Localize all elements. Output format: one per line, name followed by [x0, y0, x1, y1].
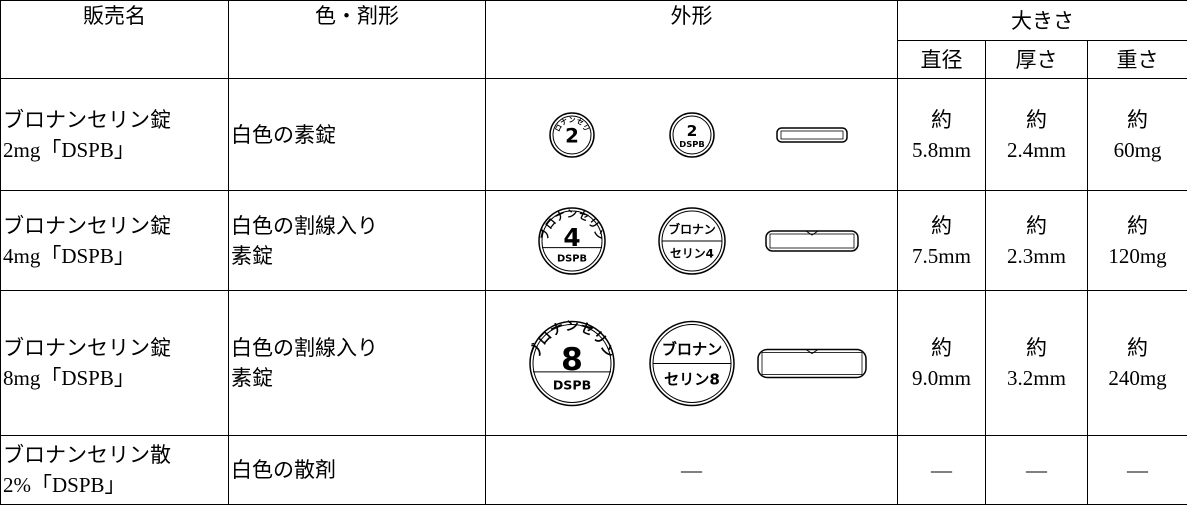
cell-line: 約	[988, 211, 1085, 241]
cell-line: 約	[988, 105, 1085, 135]
cell-line: 8mg「DSPB」	[3, 363, 226, 393]
cell-line: 2mg「DSPB」	[3, 135, 226, 165]
cell: 白色の割線入り素錠	[229, 291, 486, 436]
cell-line: ブロナンセリン錠	[3, 333, 226, 363]
cell-line: 約	[1090, 211, 1185, 241]
cell-line: 約	[900, 333, 983, 363]
cell: —	[898, 436, 986, 505]
imprint-text: セリン8	[664, 370, 720, 388]
cell-line: 60mg	[1090, 135, 1185, 165]
cell-line: 2.4mm	[988, 135, 1085, 165]
cell-text: —	[900, 455, 983, 485]
tablet-images: ブロナンセリン22DSPB	[492, 80, 892, 190]
header-cell: 販売名	[1, 1, 229, 79]
imprint-text: ブロナン	[668, 222, 716, 236]
table-row: ブロナンセリン錠2mg「DSPB」白色の素錠ブロナンセリン22DSPB約5.8m…	[1, 79, 1187, 191]
cell-line: 素錠	[231, 241, 483, 271]
header-cell: 外形	[486, 1, 898, 79]
cell-line: 2%「DSPB」	[3, 470, 226, 500]
cell-line: 120mg	[1090, 241, 1185, 271]
imprint-number: 2	[565, 124, 579, 147]
tablet-side	[777, 128, 847, 142]
header-cell: 厚さ	[986, 41, 1088, 79]
cell-line: 白色の散剤	[231, 455, 483, 485]
appearance-cell: ブロナンセリン22DSPB	[486, 79, 898, 191]
cell: —	[1088, 436, 1187, 505]
imprint-number: 8	[561, 341, 583, 377]
header-cell: 大きさ	[898, 1, 1187, 41]
imprint-text: DSPB	[552, 377, 590, 392]
table-body: ブロナンセリン錠2mg「DSPB」白色の素錠ブロナンセリン22DSPB約5.8m…	[1, 79, 1187, 505]
cell-line: 約	[900, 211, 983, 241]
cell-line: 3.2mm	[988, 363, 1085, 393]
cell: 白色の割線入り素錠	[229, 191, 486, 291]
cell: —	[986, 436, 1088, 505]
cell-line: ブロナンセリン錠	[3, 105, 226, 135]
cell-line: 2.3mm	[988, 241, 1085, 271]
cell-line: 約	[988, 333, 1085, 363]
cell-line: 7.5mm	[900, 241, 983, 271]
imprint-text: セリン4	[670, 246, 714, 260]
cell-line: 素錠	[231, 363, 483, 393]
cell-text: —	[1090, 455, 1185, 485]
cell-line: 約	[1090, 333, 1185, 363]
imprint-text: DSPB	[556, 253, 586, 264]
cell-line: 5.8mm	[900, 135, 983, 165]
header-cell: 直径	[898, 41, 986, 79]
cell-line: 9.0mm	[900, 363, 983, 393]
imprint-number: 4	[563, 222, 580, 251]
cell-text: —	[988, 455, 1085, 485]
cell-line: 白色の割線入り	[231, 333, 483, 363]
cell-line: 白色の素錠	[231, 120, 483, 150]
imprint-text: ブロナン	[661, 340, 721, 358]
cell-line: 4mg「DSPB」	[3, 241, 226, 271]
imprint-number: 2	[686, 122, 697, 140]
cell-line: 240mg	[1090, 363, 1185, 393]
cell: —	[486, 436, 898, 505]
cell-line: 約	[1090, 105, 1185, 135]
cell-text: —	[488, 455, 895, 485]
header-cell: 色・剤形	[229, 1, 486, 79]
cell-line: ブロナンセリン錠	[3, 211, 226, 241]
cell: 白色の散剤	[229, 436, 486, 505]
cell: 白色の素錠	[229, 79, 486, 191]
cell-line: 白色の割線入り	[231, 211, 483, 241]
header-cell: 重さ	[1088, 41, 1187, 79]
cell-line: 約	[900, 105, 983, 135]
imprint-text: DSPB	[679, 139, 704, 149]
cell-line: ブロナンセリン散	[3, 440, 226, 470]
